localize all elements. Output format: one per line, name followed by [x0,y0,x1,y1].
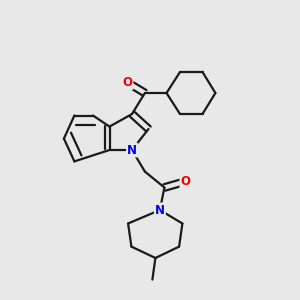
Text: O: O [122,76,133,89]
Text: N: N [155,203,165,217]
Text: N: N [127,143,137,157]
Text: O: O [180,175,190,188]
